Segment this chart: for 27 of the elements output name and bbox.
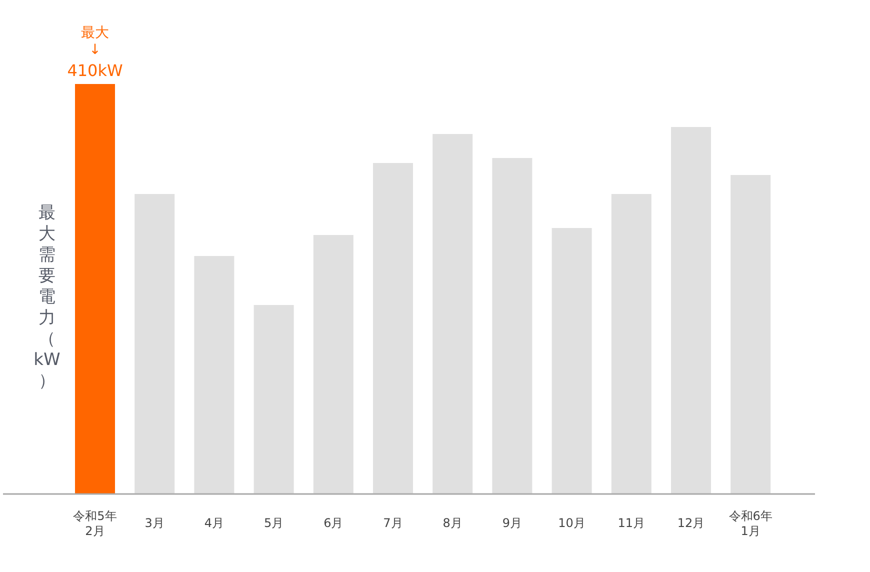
bar bbox=[432, 134, 473, 494]
x-tick-label: 12月 bbox=[677, 516, 705, 530]
bar bbox=[313, 235, 354, 494]
x-tick-label: 9月 bbox=[502, 516, 522, 530]
bar bbox=[373, 163, 413, 494]
bar bbox=[671, 127, 711, 494]
x-tick-label: 6月 bbox=[324, 516, 344, 530]
bar bbox=[611, 194, 652, 494]
x-tick-label: 令和6年 1月 bbox=[728, 509, 772, 538]
text: 最大需要電力（kW） bbox=[34, 203, 60, 391]
bar bbox=[492, 158, 532, 494]
x-tick-label: 4月 bbox=[204, 516, 224, 530]
annotation: 最大 ↓ bbox=[81, 25, 109, 58]
data-label: 410kW bbox=[67, 61, 123, 80]
x-tick-label: 3月 bbox=[144, 516, 164, 530]
bar bbox=[254, 305, 294, 494]
x-tick-label: 11月 bbox=[618, 516, 646, 530]
bar bbox=[134, 194, 175, 494]
x-tick-label: 8月 bbox=[442, 516, 462, 530]
x-tick-label: 5月 bbox=[264, 516, 284, 530]
x-tick-label: 10月 bbox=[558, 516, 586, 530]
x-tick-label: 令和5年 2月 bbox=[73, 509, 117, 538]
bar bbox=[552, 228, 592, 494]
x-tick-label: 7月 bbox=[383, 516, 403, 530]
bar bbox=[75, 84, 115, 494]
bar bbox=[194, 256, 234, 494]
bar bbox=[730, 175, 771, 494]
